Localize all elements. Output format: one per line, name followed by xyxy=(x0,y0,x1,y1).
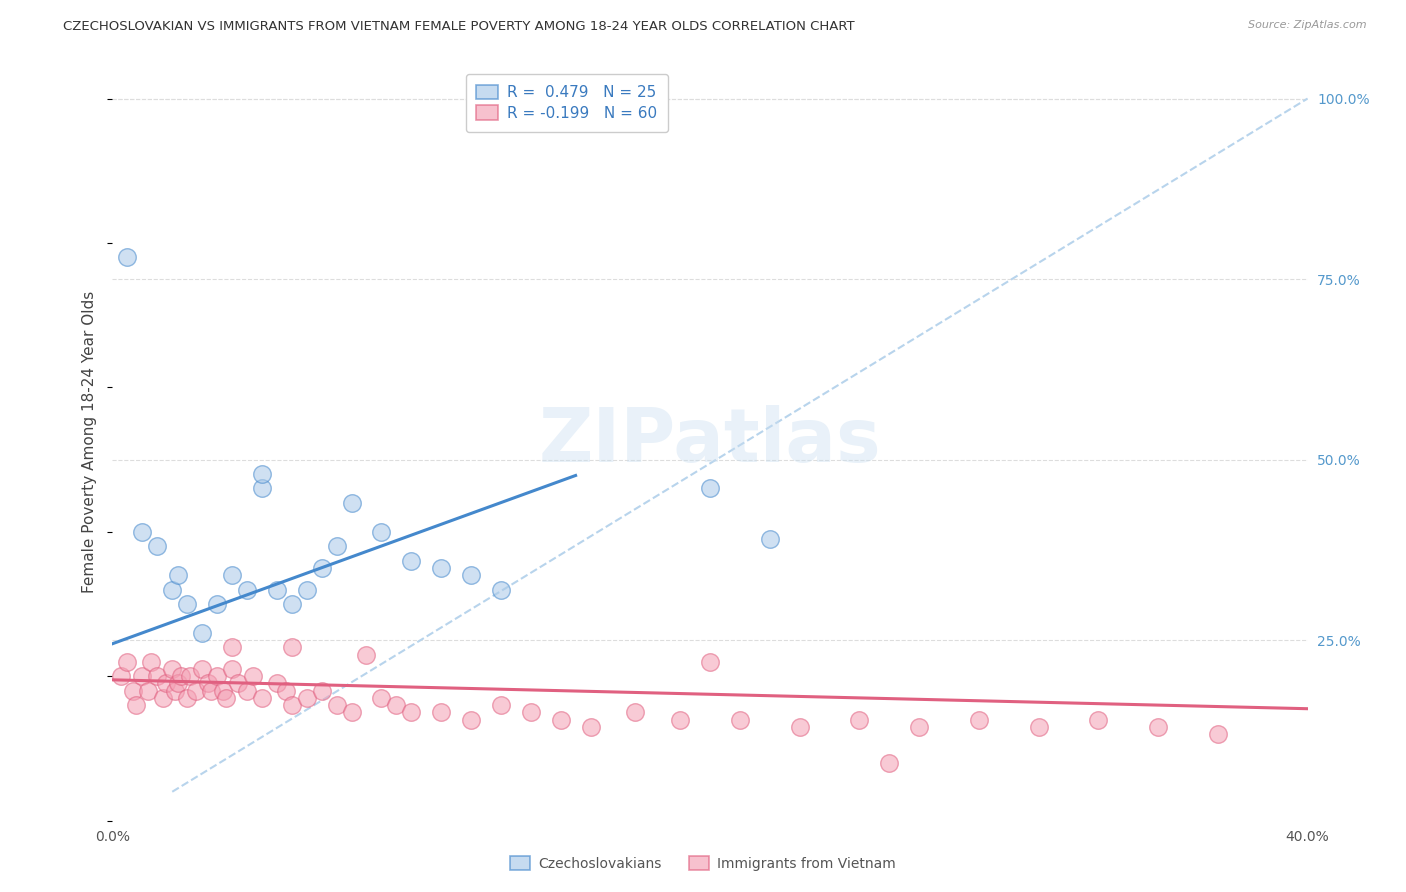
Point xyxy=(759,532,782,546)
Point xyxy=(176,597,198,611)
Point xyxy=(191,662,214,676)
Point xyxy=(460,568,482,582)
Point xyxy=(430,706,453,720)
Point xyxy=(236,582,259,597)
Legend: Czechoslovakians, Immigrants from Vietnam: Czechoslovakians, Immigrants from Vietna… xyxy=(505,851,901,876)
Point xyxy=(205,669,228,683)
Point xyxy=(226,676,249,690)
Point xyxy=(356,648,378,662)
Point xyxy=(215,690,238,705)
Point xyxy=(550,713,572,727)
Point xyxy=(385,698,408,712)
Point xyxy=(460,713,482,727)
Point xyxy=(200,683,222,698)
Point xyxy=(699,482,721,496)
Point xyxy=(131,524,153,539)
Point xyxy=(1028,720,1050,734)
Point xyxy=(170,669,193,683)
Point xyxy=(340,706,363,720)
Point xyxy=(311,561,333,575)
Point xyxy=(221,640,243,655)
Point xyxy=(401,706,423,720)
Legend: R =  0.479   N = 25, R = -0.199   N = 60: R = 0.479 N = 25, R = -0.199 N = 60 xyxy=(465,74,668,132)
Point xyxy=(281,698,304,712)
Point xyxy=(370,524,392,539)
Point xyxy=(162,582,183,597)
Point xyxy=(281,640,304,655)
Point xyxy=(401,554,423,568)
Point xyxy=(325,698,347,712)
Point xyxy=(197,676,219,690)
Point xyxy=(146,539,169,553)
Point xyxy=(165,683,187,698)
Text: CZECHOSLOVAKIAN VS IMMIGRANTS FROM VIETNAM FEMALE POVERTY AMONG 18-24 YEAR OLDS : CZECHOSLOVAKIAN VS IMMIGRANTS FROM VIETN… xyxy=(63,20,855,33)
Point xyxy=(152,690,174,705)
Point xyxy=(122,683,145,698)
Point xyxy=(179,669,201,683)
Point xyxy=(1087,713,1109,727)
Point xyxy=(250,482,273,496)
Point xyxy=(669,713,692,727)
Point xyxy=(141,655,163,669)
Point xyxy=(967,713,990,727)
Point xyxy=(266,582,288,597)
Point xyxy=(191,626,214,640)
Point xyxy=(311,683,333,698)
Point xyxy=(236,683,259,698)
Point xyxy=(167,568,190,582)
Point xyxy=(908,720,931,734)
Point xyxy=(176,690,198,705)
Text: Source: ZipAtlas.com: Source: ZipAtlas.com xyxy=(1249,20,1367,29)
Y-axis label: Female Poverty Among 18-24 Year Olds: Female Poverty Among 18-24 Year Olds xyxy=(82,291,97,592)
Point xyxy=(266,676,288,690)
Point xyxy=(489,582,512,597)
Point xyxy=(1147,720,1170,734)
Point xyxy=(250,690,273,705)
Point xyxy=(699,655,721,669)
Point xyxy=(430,561,453,575)
Point xyxy=(242,669,264,683)
Point xyxy=(295,690,318,705)
Point xyxy=(155,676,177,690)
Point xyxy=(138,683,160,698)
Text: ZIPatlas: ZIPatlas xyxy=(538,405,882,478)
Point xyxy=(281,597,304,611)
Point xyxy=(370,690,392,705)
Point xyxy=(340,496,363,510)
Point xyxy=(879,756,901,770)
Point xyxy=(221,662,243,676)
Point xyxy=(579,720,602,734)
Point xyxy=(131,669,153,683)
Point xyxy=(728,713,751,727)
Point xyxy=(117,251,139,265)
Point xyxy=(250,467,273,481)
Point xyxy=(848,713,870,727)
Point xyxy=(221,568,243,582)
Point xyxy=(1206,727,1229,741)
Point xyxy=(146,669,169,683)
Point xyxy=(520,706,543,720)
Point xyxy=(167,676,190,690)
Point xyxy=(624,706,647,720)
Point xyxy=(295,582,318,597)
Point xyxy=(186,683,208,698)
Point xyxy=(205,597,228,611)
Point xyxy=(789,720,811,734)
Point xyxy=(489,698,512,712)
Point xyxy=(110,669,132,683)
Point xyxy=(162,662,183,676)
Point xyxy=(274,683,297,698)
Point xyxy=(212,683,235,698)
Point xyxy=(117,655,139,669)
Point xyxy=(125,698,148,712)
Point xyxy=(325,539,347,553)
